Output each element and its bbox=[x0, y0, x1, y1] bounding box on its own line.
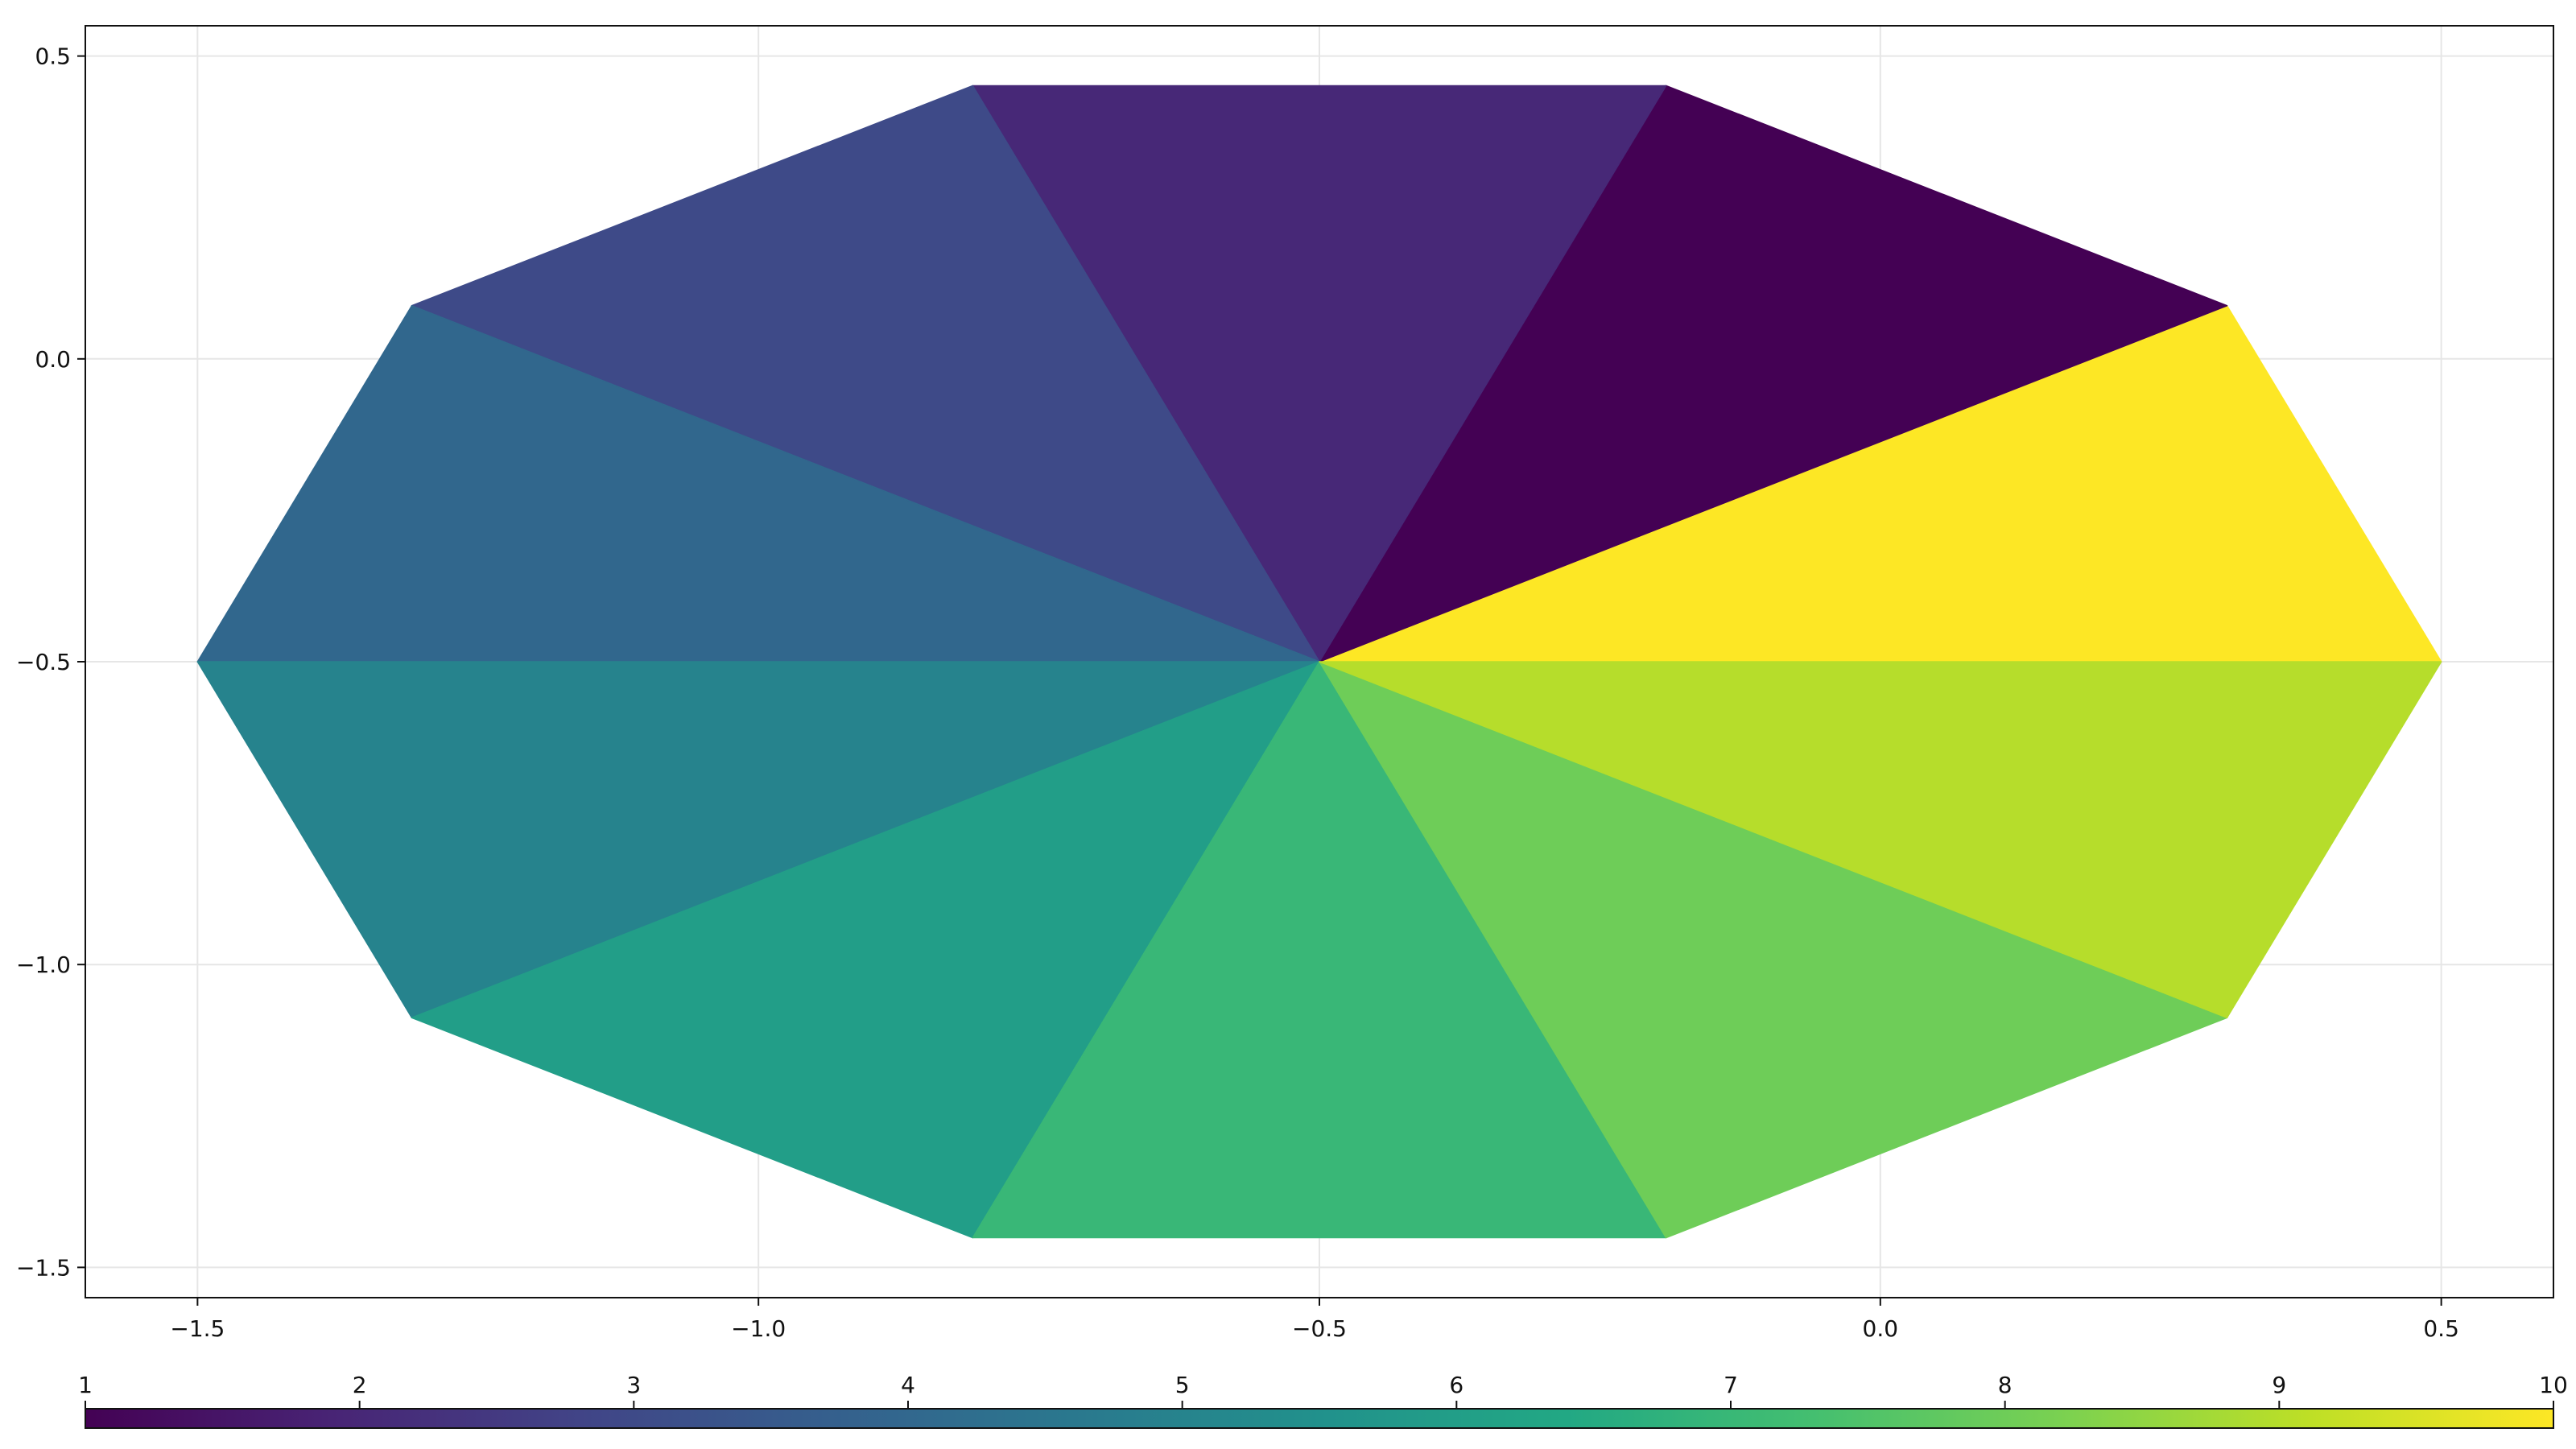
colorbar-tick-label: 2 bbox=[353, 1372, 367, 1398]
colorbar-tick-label: 8 bbox=[1998, 1372, 2013, 1398]
x-tick-label: 0.5 bbox=[2423, 1315, 2459, 1342]
colorbar-tick-label: 5 bbox=[1175, 1372, 1190, 1398]
x-tick-label: −1.5 bbox=[170, 1315, 225, 1342]
colorbar-tick-label: 4 bbox=[901, 1372, 915, 1398]
y-tick-label: −1.0 bbox=[16, 952, 71, 978]
y-axis: 0.5 0.0 −0.5 −1.0 −1.5 bbox=[16, 43, 85, 1281]
colorbar-tick-label: 3 bbox=[626, 1372, 641, 1398]
mesh-plot bbox=[196, 85, 2442, 1239]
y-tick-label: −1.5 bbox=[16, 1254, 71, 1281]
x-tick-label: −0.5 bbox=[1292, 1315, 1347, 1342]
colorbar-tick-label: 9 bbox=[2272, 1372, 2286, 1398]
x-tick-label: 0.0 bbox=[1863, 1315, 1899, 1342]
colorbar-gradient bbox=[85, 1408, 2554, 1429]
colorbar-tick-label: 1 bbox=[78, 1372, 93, 1398]
x-axis: −1.5 −1.0 −0.5 0.0 0.5 bbox=[170, 1298, 2459, 1342]
colorbar-tick-label: 10 bbox=[2539, 1372, 2568, 1398]
y-tick-label: −0.5 bbox=[16, 649, 71, 675]
colorbar-tick-label: 6 bbox=[1449, 1372, 1463, 1398]
x-tick-label: −1.0 bbox=[731, 1315, 786, 1342]
mesh-triangle bbox=[1319, 661, 2442, 1018]
colorbar-tick-label: 7 bbox=[1724, 1372, 1738, 1398]
y-tick-label: 0.5 bbox=[35, 43, 71, 70]
y-tick-label: 0.0 bbox=[35, 346, 71, 373]
colorbar: 1 2 3 4 5 6 7 8 9 10 bbox=[78, 1372, 2568, 1429]
